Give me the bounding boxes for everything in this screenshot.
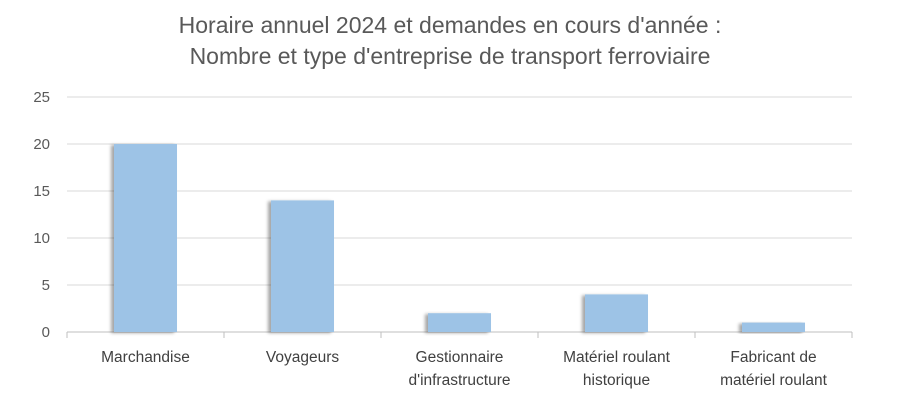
y-axis: 0 5 10 15 20 25 [33,89,853,341]
x-category-label: Gestionnaire d'infrastructure [408,349,510,389]
chart-title-line-2: Nombre et type d'entreprise de transport… [189,43,711,69]
gridlines [67,96,852,286]
bar [428,313,491,332]
x-category-label-line: Fabricant de [730,349,816,366]
y-tick-label: 25 [33,89,50,106]
x-category-label-line: matériel roulant [720,372,828,389]
x-category-label-line: historique [583,372,650,389]
x-category-label: Marchandise [101,349,190,366]
x-category-label-line: Voyageurs [266,349,339,366]
x-category-label: Matériel roulant historique [563,349,671,389]
bar [585,294,648,332]
x-category-label-line: Marchandise [101,349,190,366]
bars [114,144,805,332]
bar [742,322,805,332]
chart-title-line-1: Horaire annuel 2024 et demandes en cours… [178,12,722,38]
chart-title: Horaire annuel 2024 et demandes en cours… [0,10,900,72]
y-tick-label: 20 [33,136,50,153]
bar [271,200,334,332]
y-tick-label: 10 [33,230,50,247]
y-tick-label: 5 [42,277,50,294]
y-tick-label: 0 [42,324,50,341]
x-category-label: Voyageurs [266,349,339,366]
x-category-label-line: Matériel roulant [563,349,671,366]
y-tick-label: 15 [33,183,50,200]
x-category-label-line: d'infrastructure [408,372,510,389]
x-category-label-line: Gestionnaire [416,349,504,366]
bar [114,144,177,332]
x-category-label: Fabricant de matériel roulant [720,349,828,389]
x-axis: Marchandise Voyageurs Gestionnaire d'infras… [101,349,827,389]
